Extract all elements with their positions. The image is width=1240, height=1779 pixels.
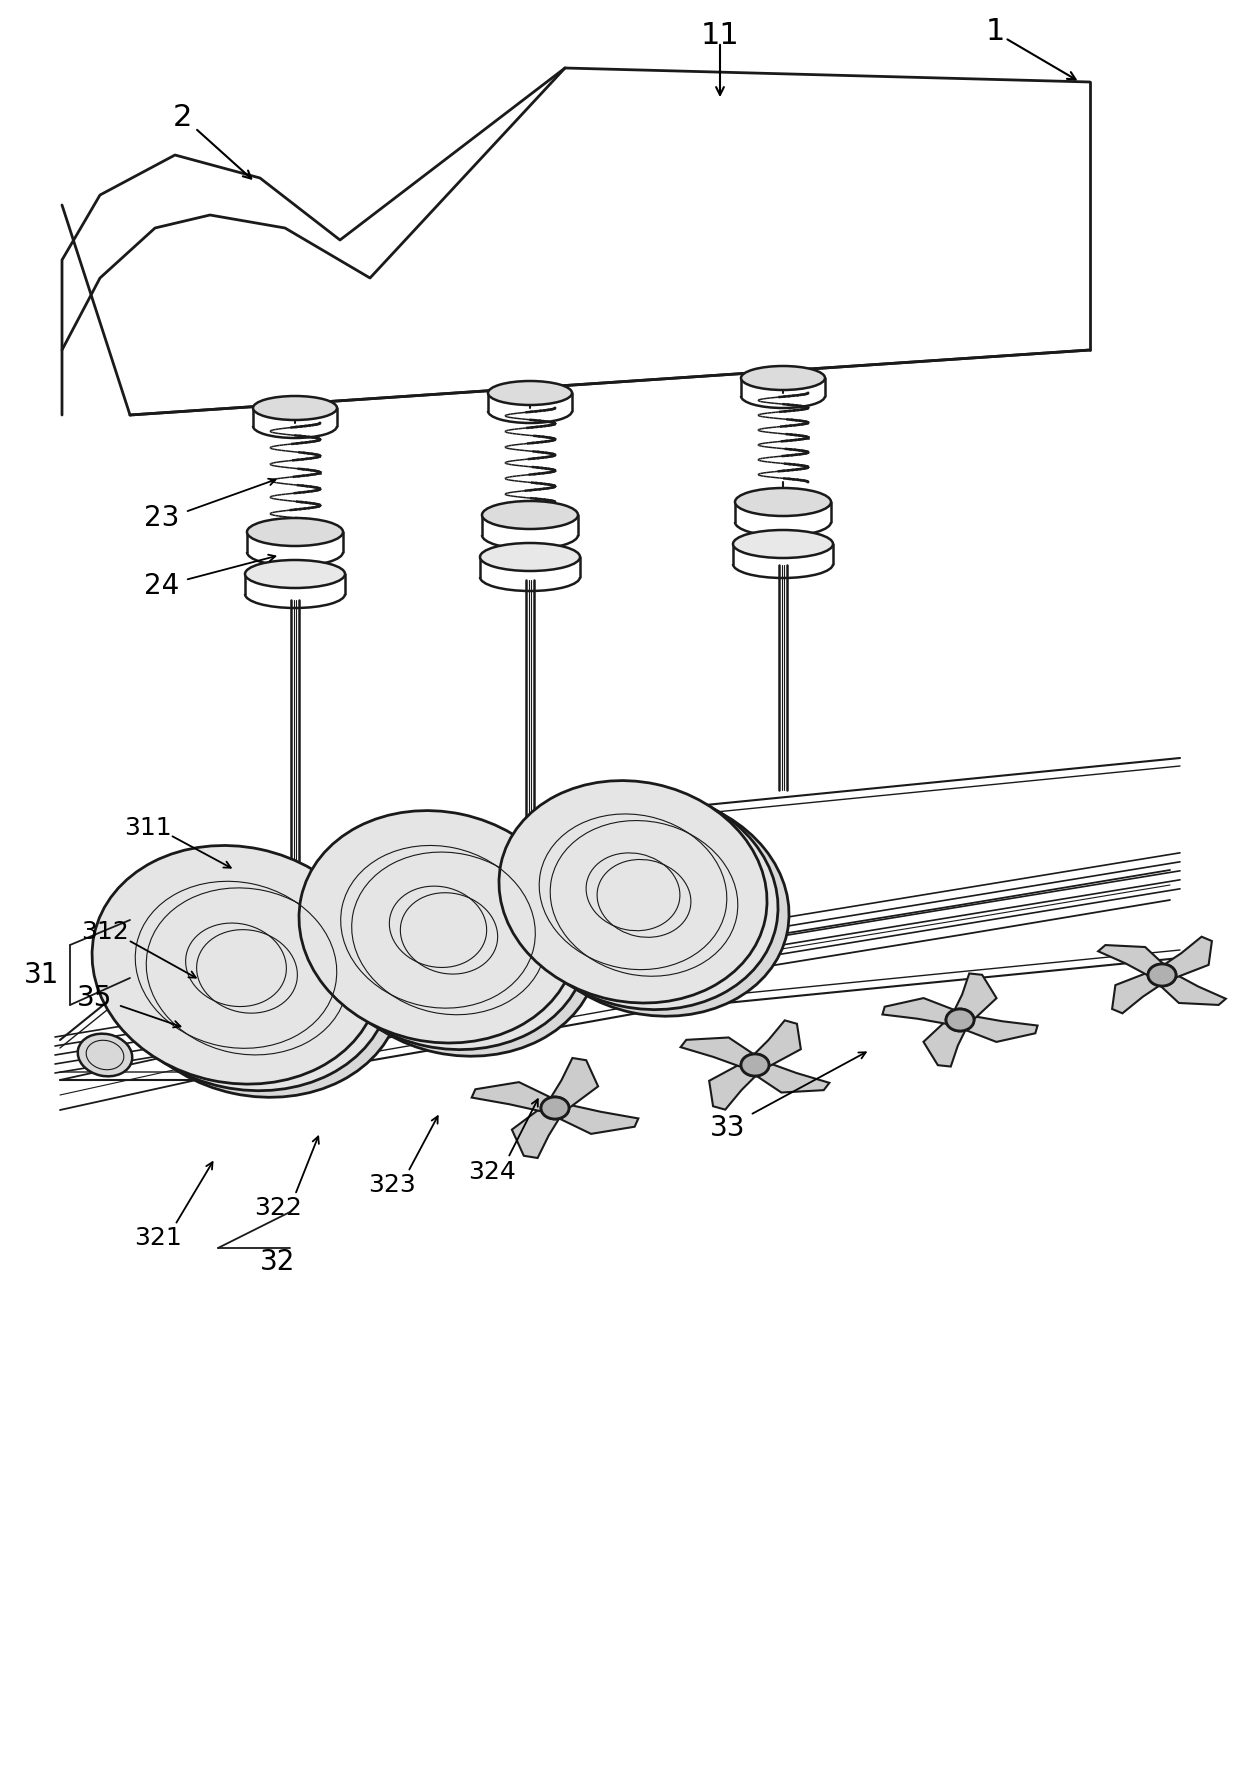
Polygon shape	[512, 1107, 564, 1158]
Polygon shape	[546, 1059, 598, 1110]
Ellipse shape	[541, 1098, 569, 1119]
Ellipse shape	[735, 487, 831, 516]
Text: 312: 312	[81, 920, 129, 945]
Ellipse shape	[480, 543, 580, 571]
Ellipse shape	[299, 811, 577, 1042]
Ellipse shape	[946, 1009, 973, 1032]
Ellipse shape	[489, 381, 572, 406]
Text: 324: 324	[467, 1160, 516, 1185]
Polygon shape	[1153, 938, 1211, 978]
Ellipse shape	[114, 859, 402, 1098]
Polygon shape	[924, 1019, 970, 1067]
Polygon shape	[750, 1060, 830, 1092]
Ellipse shape	[321, 824, 599, 1057]
Ellipse shape	[498, 781, 768, 1003]
Ellipse shape	[247, 518, 343, 546]
Text: 35: 35	[77, 984, 113, 1012]
Ellipse shape	[1148, 964, 1176, 986]
Ellipse shape	[92, 845, 379, 1083]
Text: 323: 323	[368, 1172, 415, 1197]
Polygon shape	[959, 1014, 1038, 1042]
Text: 11: 11	[701, 21, 739, 50]
Text: 23: 23	[144, 503, 180, 532]
Polygon shape	[746, 1021, 801, 1067]
Text: 32: 32	[260, 1249, 295, 1276]
Ellipse shape	[482, 502, 578, 528]
Ellipse shape	[246, 560, 345, 589]
Polygon shape	[552, 1103, 639, 1133]
Ellipse shape	[103, 852, 391, 1091]
Polygon shape	[471, 1082, 558, 1114]
Polygon shape	[883, 998, 962, 1026]
Polygon shape	[950, 973, 997, 1021]
Ellipse shape	[946, 1009, 973, 1032]
Text: 24: 24	[144, 573, 180, 600]
Text: 1: 1	[986, 18, 1004, 46]
Ellipse shape	[742, 1053, 769, 1076]
Ellipse shape	[742, 366, 825, 390]
Ellipse shape	[521, 793, 789, 1016]
Ellipse shape	[310, 817, 588, 1050]
Text: 31: 31	[25, 961, 60, 989]
Ellipse shape	[742, 1053, 769, 1076]
Polygon shape	[1099, 945, 1169, 980]
Ellipse shape	[78, 1034, 133, 1076]
Text: 321: 321	[134, 1226, 182, 1251]
Text: 322: 322	[254, 1195, 301, 1220]
Polygon shape	[709, 1062, 764, 1110]
Text: 33: 33	[711, 1114, 745, 1142]
Polygon shape	[1112, 971, 1171, 1014]
Text: 311: 311	[124, 817, 172, 840]
Ellipse shape	[253, 397, 337, 420]
Polygon shape	[681, 1037, 760, 1071]
Ellipse shape	[733, 530, 833, 559]
Ellipse shape	[1148, 964, 1176, 986]
Text: 2: 2	[172, 103, 192, 132]
Ellipse shape	[510, 786, 777, 1010]
Ellipse shape	[541, 1098, 569, 1119]
Polygon shape	[1156, 970, 1226, 1005]
